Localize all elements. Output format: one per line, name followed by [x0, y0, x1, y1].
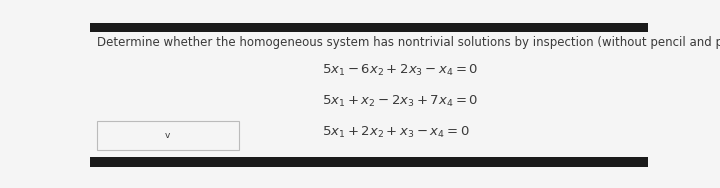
Text: $5x_1 - 6x_2 + 2x_3 - x_4 = 0$: $5x_1 - 6x_2 + 2x_3 - x_4 = 0$	[322, 63, 478, 78]
Text: v: v	[165, 131, 171, 140]
Text: Determine whether the homogeneous system has nontrivial solutions by inspection : Determine whether the homogeneous system…	[96, 36, 720, 49]
FancyBboxPatch shape	[90, 23, 648, 32]
FancyBboxPatch shape	[90, 157, 648, 167]
Text: $5x_1 + 2x_2 + x_3 - x_4 = 0$: $5x_1 + 2x_2 + x_3 - x_4 = 0$	[322, 125, 469, 140]
Text: $5x_1 + x_2 - 2x_3 + 7x_4 = 0$: $5x_1 + x_2 - 2x_3 + 7x_4 = 0$	[322, 94, 478, 109]
FancyBboxPatch shape	[96, 121, 239, 150]
